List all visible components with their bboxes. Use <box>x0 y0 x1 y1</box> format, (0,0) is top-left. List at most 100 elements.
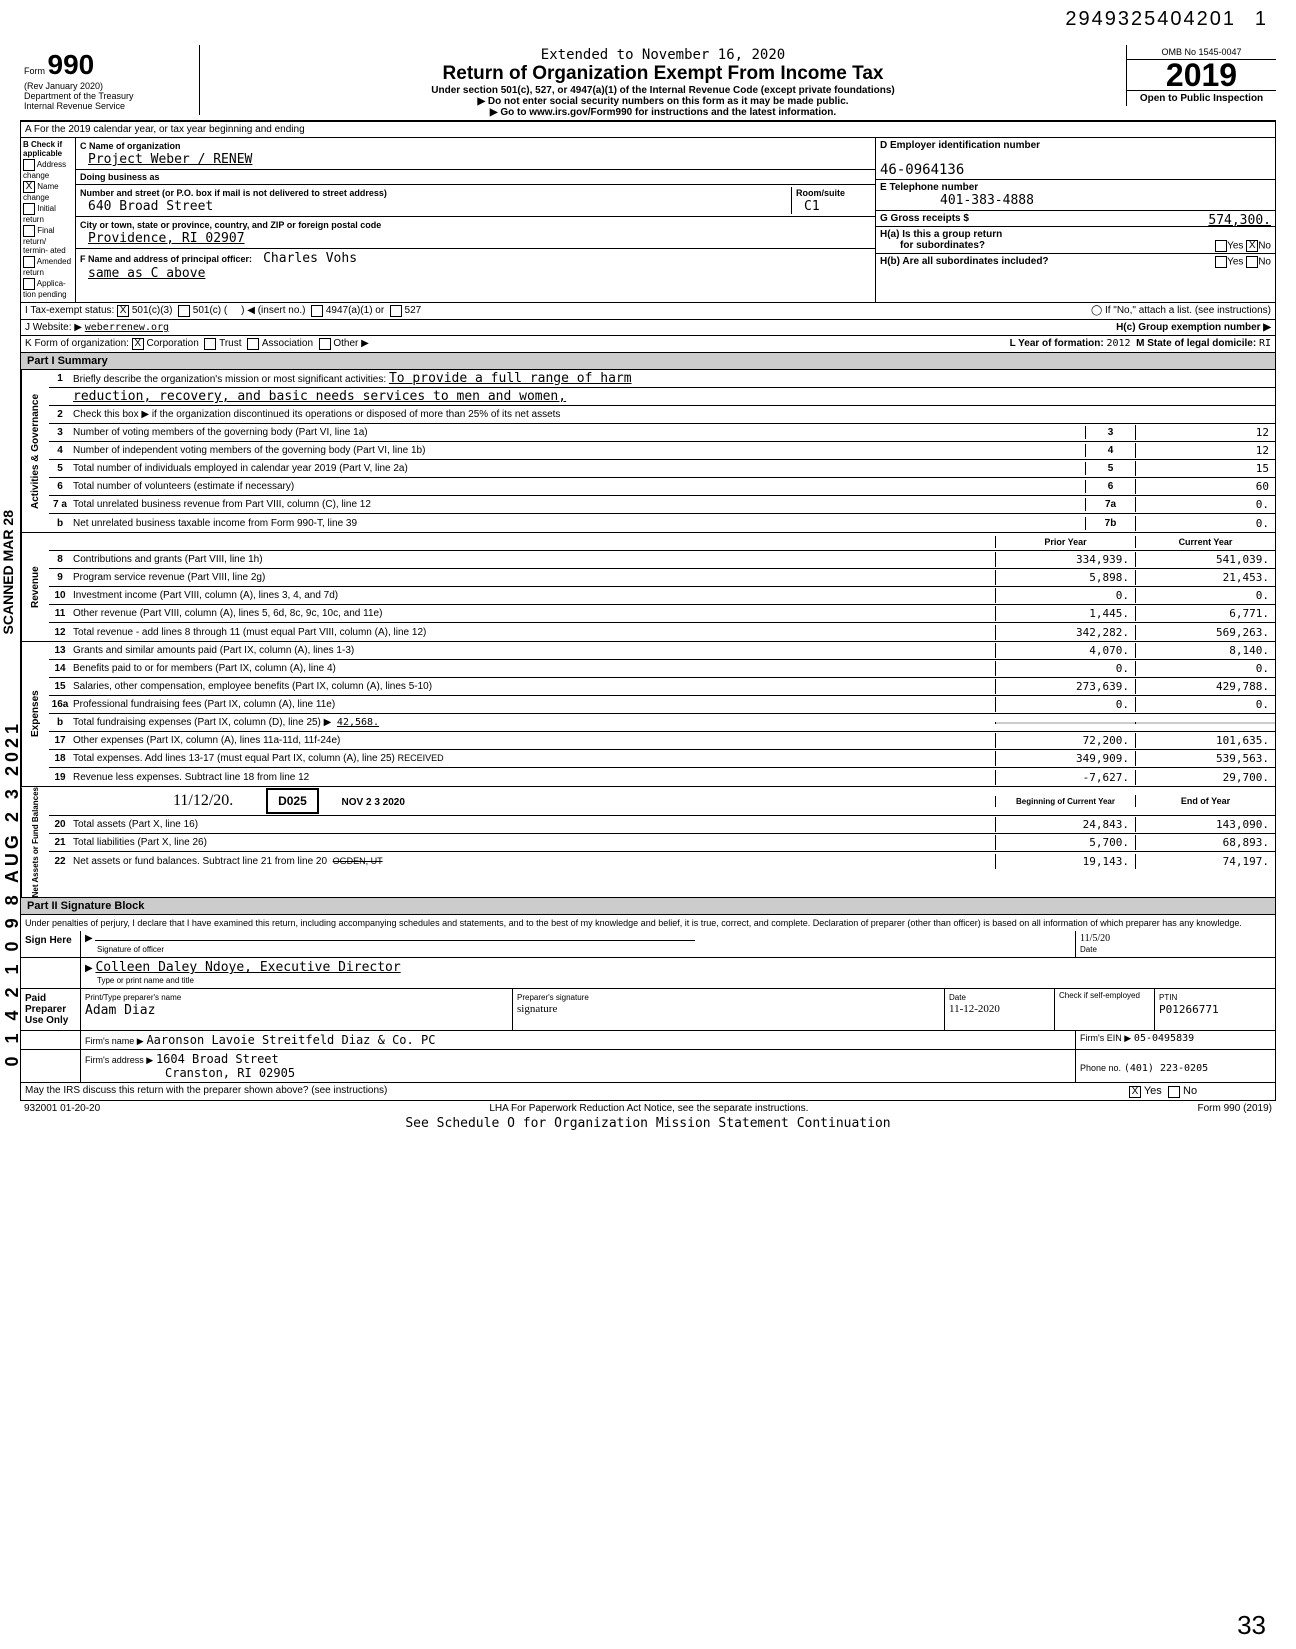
b-label: B Check if applicable <box>23 140 62 158</box>
line-22-curr: 74,197. <box>1135 854 1275 869</box>
form-rev: (Rev January 2020) <box>24 81 103 91</box>
i-label: I Tax-exempt status: <box>25 305 114 317</box>
line-13-text: Grants and similar amounts paid (Part IX… <box>71 644 995 657</box>
prior-year-hdr: Prior Year <box>995 536 1135 548</box>
form-id-block: Form 990 (Rev January 2020) Department o… <box>20 45 200 115</box>
k-trust: Trust <box>219 338 241 350</box>
paid-preparer-label: Paid Preparer Use Only <box>21 989 81 1030</box>
line-12-text: Total revenue - add lines 8 through 11 (… <box>71 626 995 639</box>
line-1-value: To provide a full range of harm <box>389 371 632 386</box>
stamp-nov23: NOV 2 3 2020 <box>342 797 405 808</box>
discuss-no <box>1168 1086 1180 1098</box>
line-1-label: Briefly describe the organization's miss… <box>73 374 386 385</box>
sidebar-revenue: Revenue <box>21 533 49 641</box>
line-13-curr: 8,140. <box>1135 643 1275 658</box>
k-assoc: Association <box>262 338 313 350</box>
current-year-hdr: Current Year <box>1135 536 1275 548</box>
m-state: RI <box>1259 338 1271 349</box>
line-13-prior: 4,070. <box>995 643 1135 658</box>
line-3-text: Number of voting members of the governin… <box>71 426 1085 439</box>
column-b-checkboxes: B Check if applicable Address change X N… <box>21 138 76 302</box>
line-3-value: 12 <box>1135 425 1275 440</box>
line-2-num: 2 <box>49 409 71 420</box>
line-11-prior: 1,445. <box>995 606 1135 621</box>
line-21-prior: 5,700. <box>995 835 1135 850</box>
sig-officer-label: Signature of officer <box>97 945 164 954</box>
part-1-header: Part I Summary <box>20 353 1276 370</box>
chk-trust <box>204 338 216 350</box>
chk-name-change: X Name change <box>23 181 73 202</box>
beginning-year-hdr: Beginning of Current Year <box>995 796 1135 807</box>
k-label: K Form of organization: <box>25 338 129 350</box>
firm-addr-label: Firm's address ▶ <box>85 1055 153 1065</box>
column-d-identifiers: D Employer identification number 46-0964… <box>875 138 1275 302</box>
website-value: weberrenew.org <box>85 322 169 333</box>
footer-schedule-o: See Schedule O for Organization Mission … <box>20 1116 1276 1131</box>
form-title-block: Extended to November 16, 2020 Return of … <box>200 45 1126 120</box>
row-j-website: J Website: ▶ weberrenew.org H(c) Group e… <box>20 320 1276 336</box>
form-number: 990 <box>48 49 95 80</box>
sidebar-governance: Activities & Governance <box>21 370 49 532</box>
firm-phone: (401) 223-0205 <box>1124 1063 1208 1074</box>
line-1-value-2: reduction, recovery, and basic needs ser… <box>73 389 566 404</box>
line-11-curr: 6,771. <box>1135 606 1275 621</box>
line-5-text: Total number of individuals employed in … <box>71 462 1085 475</box>
room-suite: C1 <box>804 199 820 214</box>
line-7b-text: Net unrelated business taxable income fr… <box>71 517 1085 530</box>
document-control-number: 2949325404201 <box>1065 8 1236 31</box>
line-14-text: Benefits paid to or for members (Part IX… <box>71 662 995 675</box>
preparer-sig-label: Preparer's signature <box>517 993 589 1002</box>
m-label: M State of legal domicile: <box>1136 338 1256 349</box>
line-8-curr: 541,039. <box>1135 552 1275 567</box>
line-19-text: Revenue less expenses. Subtract line 18 … <box>71 771 995 784</box>
end-year-hdr: End of Year <box>1135 795 1275 807</box>
f-label: F Name and address of principal officer: <box>80 254 252 264</box>
line-16a-text: Professional fundraising fees (Part IX, … <box>71 698 995 711</box>
handwritten-date: 11/12/20. <box>173 792 233 809</box>
row-k-l-m: K Form of organization: X Corporation Tr… <box>20 336 1276 353</box>
summary-revenue: Revenue Prior Year Current Year 8Contrib… <box>20 533 1276 642</box>
line-22-prior: 19,143. <box>995 854 1135 869</box>
line-18-text: Total expenses. Add lines 13-17 (must eq… <box>73 753 395 764</box>
line-3-num: 3 <box>49 427 71 438</box>
line-9-text: Program service revenue (Part VIII, line… <box>71 571 995 584</box>
ein-value: 46-0964136 <box>880 162 964 178</box>
principal-officer-addr: same as C above <box>88 266 205 281</box>
i-insert-no: ◀ (insert no.) <box>247 305 305 317</box>
line-16a-prior: 0. <box>995 697 1135 712</box>
chk-501c <box>178 305 190 317</box>
left-vertical-code: 0 1 4 2 1 0 9 8 AUG 2 3 2021 <box>2 720 23 1067</box>
received-stamp-inline: RECEIVED <box>398 753 444 763</box>
line-6-text: Total number of volunteers (estimate if … <box>71 480 1085 493</box>
footer-mid: LHA For Paperwork Reduction Act Notice, … <box>489 1103 808 1114</box>
form-dept: Department of the Treasury <box>24 91 134 101</box>
type-name-label: Type or print name and title <box>97 976 194 985</box>
chk-amended-return: Amended return <box>23 256 73 277</box>
line-4-text: Number of independent voting members of … <box>71 444 1085 457</box>
chk-other <box>319 338 331 350</box>
line-7b-num: b <box>49 518 71 529</box>
line-10-prior: 0. <box>995 588 1135 603</box>
line-12-curr: 569,263. <box>1135 625 1275 640</box>
firm-name-label: Firm's name ▶ <box>85 1036 144 1046</box>
form-subtitle-1: Under section 501(c), 527, or 4947(a)(1)… <box>208 85 1118 96</box>
i-501c3: 501(c)(3) <box>132 305 173 317</box>
line-1-num: 1 <box>49 373 71 384</box>
sign-here-label: Sign Here <box>21 931 81 957</box>
org-name: Project Weber / RENEW <box>88 152 252 167</box>
line-2-text: Check this box ▶ if the organization dis… <box>71 408 1275 421</box>
phone-label: E Telephone number <box>880 182 978 193</box>
line-16b-value: 42,568. <box>337 717 379 728</box>
line-18-prior: 349,909. <box>995 751 1135 766</box>
summary-net-assets: Net Assets or Fund Balances 11/12/20. D0… <box>20 787 1276 898</box>
line-17-curr: 101,635. <box>1135 733 1275 748</box>
line-4-num: 4 <box>49 445 71 456</box>
summary-expenses: Expenses 13Grants and similar amounts pa… <box>20 642 1276 787</box>
line-4-value: 12 <box>1135 443 1275 458</box>
check-self-employed: Check if self-employed <box>1055 989 1155 1030</box>
hb-no <box>1246 256 1258 268</box>
footer-left: 932001 01-20-20 <box>24 1103 100 1114</box>
sidebar-net-assets: Net Assets or Fund Balances <box>21 787 49 897</box>
line-7a-num: 7 a <box>49 499 71 510</box>
line-20-prior: 24,843. <box>995 817 1135 832</box>
